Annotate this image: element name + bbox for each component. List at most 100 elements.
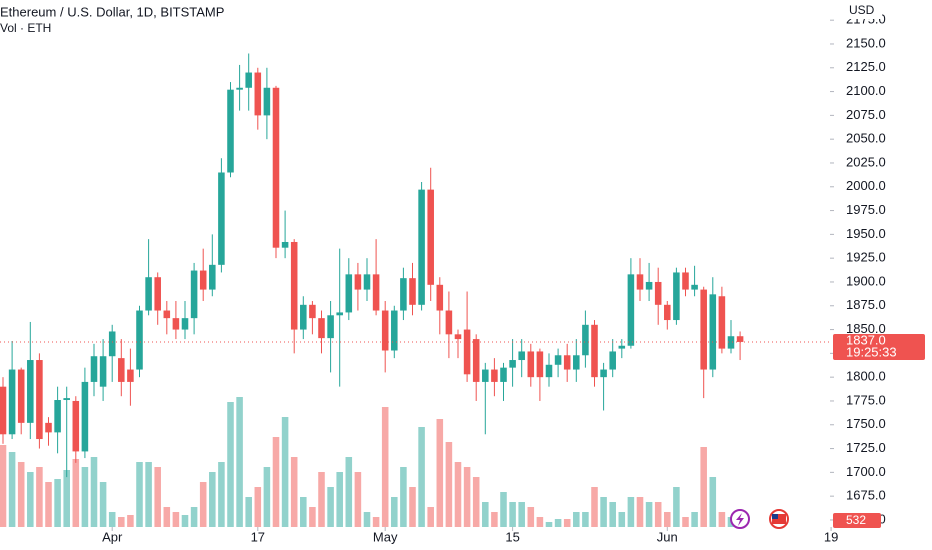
candle-body [381,310,389,351]
candle-body [582,324,589,356]
candle-body [218,172,225,265]
volume-bar [127,515,134,527]
volume-bar [72,459,80,527]
volume-bar [445,442,453,527]
volume-bar [254,487,262,527]
candle-body [700,289,707,370]
candle-body [673,272,680,321]
volume-bar [199,482,207,527]
y-tick-label: 1925.0 [846,250,886,265]
flag-body [772,514,786,524]
volume-bar [181,515,189,527]
candle-body [145,277,152,311]
candle-body [0,386,7,435]
candle-body [136,310,143,370]
volume-bar [654,502,662,527]
volume-bar [227,402,234,527]
volume-bar [400,467,407,527]
indicator-icon[interactable] [730,509,750,529]
candle-body [463,329,471,375]
volume-bar [154,467,161,527]
volume-bar [90,457,98,527]
volume-bar [81,467,89,527]
x-tick-label: 17 [251,529,265,544]
flag-icon[interactable] [769,509,789,529]
volume-bar [718,512,726,527]
volume-bar [482,502,489,527]
volume-bar [563,519,571,527]
candle-body [545,364,553,378]
candle-body [172,318,180,330]
volume-bar [418,427,425,527]
candle-body [90,356,98,382]
countdown: 19:25:33 [846,344,897,359]
volume-bar [99,482,107,527]
y-tick-label: 1700.0 [846,464,886,479]
candle-body [236,87,243,90]
y-tick-label: 1675.0 [846,488,886,503]
volume-bar [118,517,125,527]
y-tick-label: 1950.0 [846,226,886,241]
volume-bar [318,472,325,527]
volume-bar [281,417,289,527]
volume-bar [8,452,16,527]
y-tick-label: 1850.0 [846,321,886,336]
volume-bar [645,502,653,527]
volume-badge [833,513,881,528]
volume-bar [145,462,152,527]
volume-bar [618,512,626,527]
volume-bar [636,497,644,527]
volume-bar [45,482,52,527]
candle-body [718,296,726,349]
volume-bar [309,507,316,527]
volume-bar [236,397,243,527]
volume-bar [300,497,307,527]
volume-bar [190,507,198,527]
y-tick-label: 1975.0 [846,202,886,217]
candle-body [664,304,671,321]
volume-bar [673,487,680,527]
volume-bar [163,507,171,527]
candle-body [409,278,416,305]
candle-body [300,304,307,330]
y-tick-label: 2150.0 [846,35,886,50]
candle-body [418,189,425,305]
candle-body [17,369,25,423]
candle-body [372,274,380,311]
candle-body [591,324,598,378]
volume-bar [218,462,225,527]
candle-body [108,331,116,357]
candle-body [199,270,207,290]
candle-body [609,351,616,370]
x-tick-label: 15 [505,529,519,544]
last-price-label: 1837.0 [846,332,886,347]
candle-body [63,398,70,401]
candle-body [345,274,353,313]
candle-body [436,284,444,311]
candle-body [636,274,644,290]
candle-body [400,278,407,311]
volume-bar [700,447,707,527]
candle-body [209,264,216,290]
volume-bar [627,497,635,527]
candle-body [336,312,343,316]
candle-body [563,355,571,370]
flag-canton [772,514,778,519]
candle-body [573,355,580,370]
volume-bar [500,492,507,527]
candle-body [618,345,626,349]
volume-bar [472,477,480,527]
y-tick-label: 2000.0 [846,178,886,193]
candle-body [472,339,480,382]
candle-body [500,367,507,382]
candle-body [309,304,316,319]
candle-body [454,334,462,340]
y-tick-label: 2100.0 [846,83,886,98]
y-tick-label: 2025.0 [846,154,886,169]
volume-bar [582,512,589,527]
candle-body [727,336,735,349]
candle-body [45,422,52,433]
candle-body [245,72,252,88]
volume-bar [545,522,553,527]
candle-body [27,360,34,423]
